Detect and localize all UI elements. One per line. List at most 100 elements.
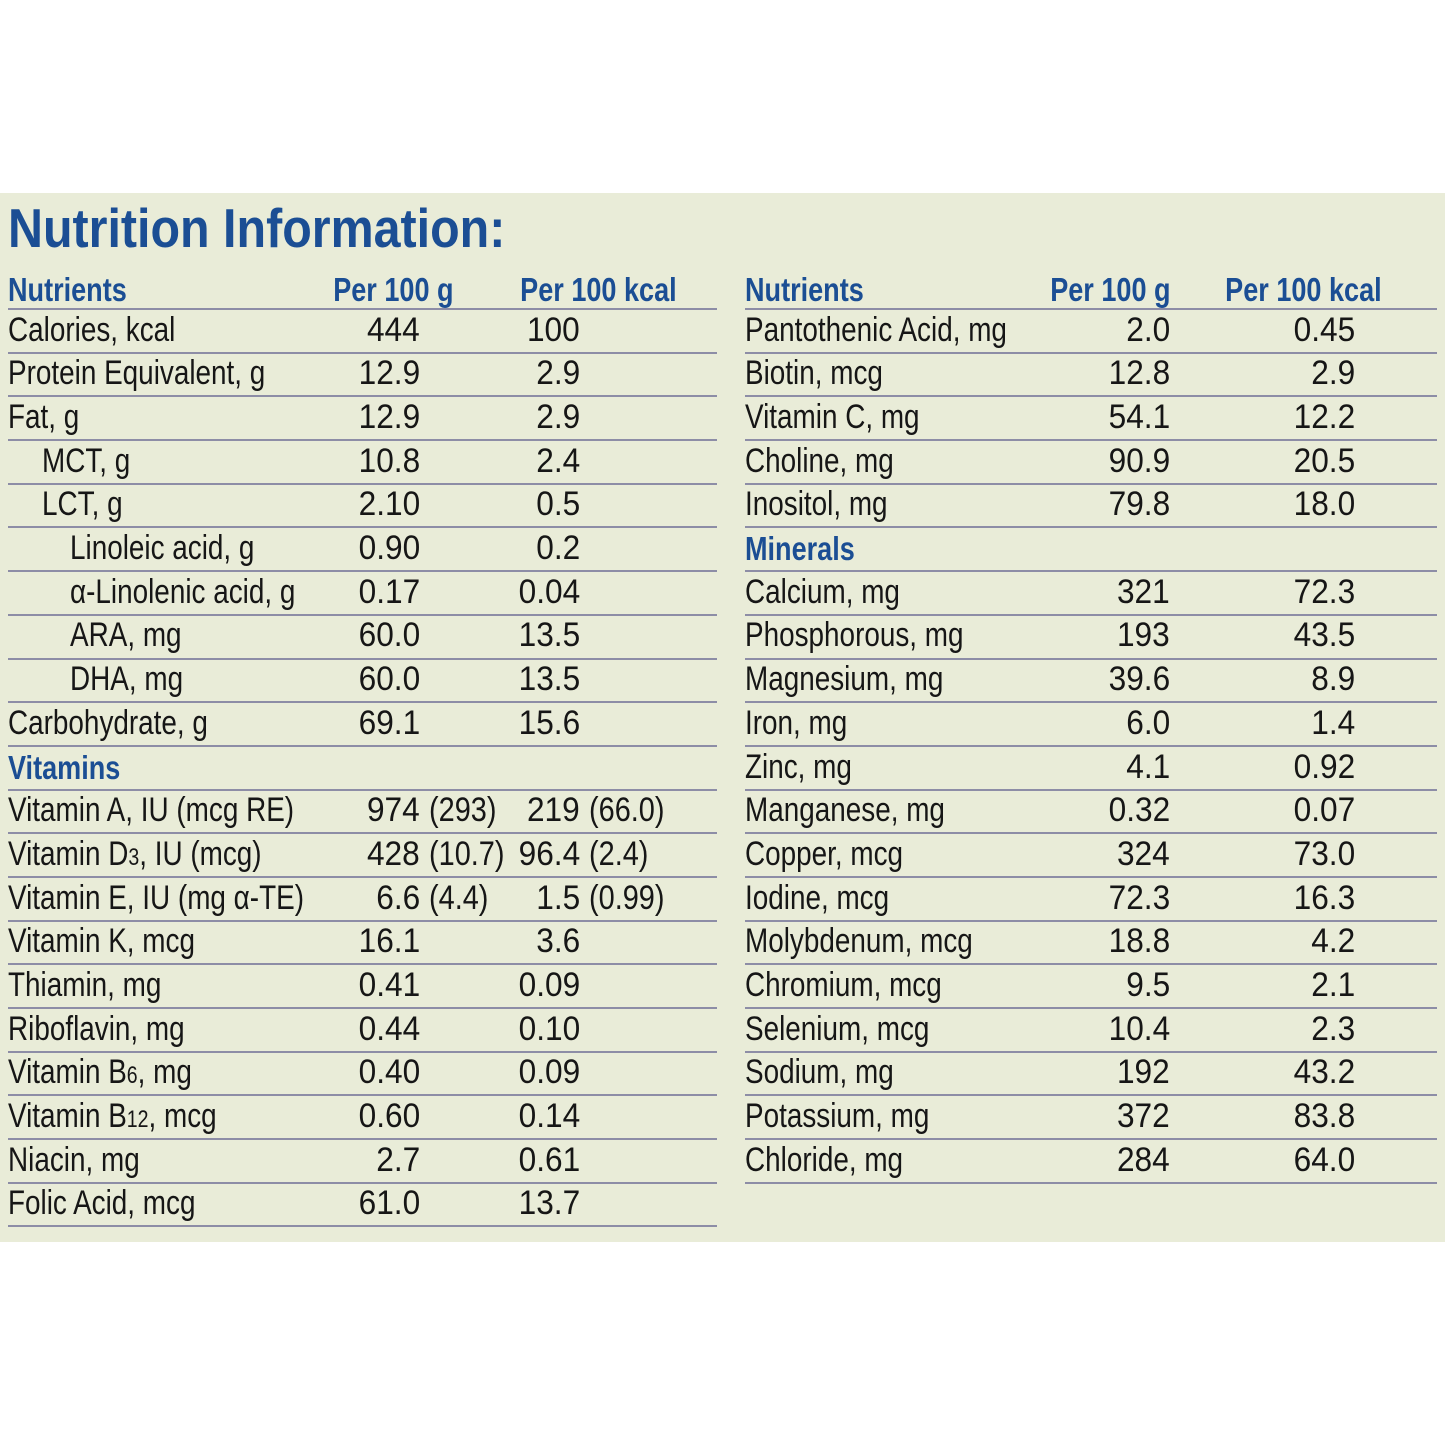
nutrient-name: Vitamin B12, mcg [8,1097,217,1136]
table-row: Copper, mcg 324 73.0 [745,834,1437,878]
per-100kcal-value: 13.5 [518,660,580,699]
table-rows-right: Pantothenic Acid, mg 2.0 0.45 Biotin, mcg 12… [745,310,1437,1184]
table-row: LCT, g 2.10 0.5 [8,485,717,529]
nutrient-name: Selenium, mcg [745,1009,930,1048]
per-100kcal-paren: (0.99) [589,878,665,917]
per-100g-value: 12.9 [358,354,420,393]
table-rows-left: Calories, kcal 444 100 Protein Equivalent, … [8,310,717,1228]
table-row: DHA, mg 60.0 13.5 [8,660,717,704]
per-100g-value: 6.0 [1126,703,1170,742]
table-row: Calories, kcal 444 100 [8,310,717,354]
per-100kcal-value: 2.9 [536,354,580,393]
table-row: Carbohydrate, g 69.1 15.6 [8,703,717,747]
per-100kcal-value: 13.5 [518,616,580,655]
per-100g-value: 193 [1117,616,1170,655]
table-row: Calcium, mg 321 72.3 [745,572,1437,616]
per-100kcal-value: 96.4 [518,834,580,873]
per-100kcal-value: 83.8 [1293,1097,1355,1136]
per-100g-value: 372 [1117,1097,1170,1136]
table-row: Vitamin B6, mg 0.40 0.09 [8,1053,717,1097]
nutrient-name: Chromium, mcg [745,965,942,1004]
nutrient-name: LCT, g [42,485,123,524]
per-100g-value: 60.0 [358,660,420,699]
per-100kcal-value: 0.2 [536,529,580,568]
nutrient-name: α-Linolenic acid, g [70,572,296,611]
nutrient-name: Iron, mg [745,703,848,742]
section-header-row: Minerals [745,528,1437,573]
column-header-per-100kcal: Per 100 kcal [1225,271,1382,308]
per-100kcal-value: 100 [527,310,580,349]
column-header-nutrients: Nutrients [8,271,127,308]
table-row: Protein Equivalent, g 12.9 2.9 [8,354,717,398]
per-100kcal-value: 2.4 [536,441,580,480]
per-100kcal-value: 0.61 [518,1140,580,1179]
nutrition-panel: Nutrition Information: Nutrients Per 100… [0,193,1445,1242]
table-row: Phosphorous, mg 193 43.5 [745,616,1437,660]
per-100g-value: 0.90 [358,529,420,568]
nutrient-name: Vitamin K, mcg [8,922,195,961]
nutrient-name: Niacin, mg [8,1140,140,1179]
table-header-row: Nutrients Per 100 g Per 100 kcal [745,270,1437,310]
per-100kcal-value: 2.3 [1311,1009,1355,1048]
table-row: Potassium, mg 372 83.8 [745,1096,1437,1141]
nutrient-name: Protein Equivalent, g [8,354,266,393]
per-100kcal-value: 0.04 [518,572,580,611]
per-100g-value: 0.44 [358,1009,420,1048]
per-100kcal-value: 64.0 [1293,1140,1355,1179]
table-row: Vitamin B12, mcg 0.60 0.14 [8,1096,717,1141]
nutrient-name: Vitamin B6, mg [8,1053,192,1092]
nutrient-name: Riboflavin, mg [8,1009,185,1048]
table-row: Iron, mg 6.0 1.4 [745,703,1437,747]
table-row: Pantothenic Acid, mg 2.0 0.45 [745,310,1437,354]
nutrient-name: Copper, mcg [745,834,904,873]
per-100kcal-value: 219 [527,791,580,830]
per-100kcal-value: 2.9 [1311,354,1355,393]
table-row: Inositol, mg 79.8 18.0 [745,485,1437,529]
per-100g-value: 444 [367,310,420,349]
nutrient-name: Thiamin, mg [8,965,162,1004]
table-row: Riboflavin, mg 0.44 0.10 [8,1009,717,1053]
per-100g-value: 0.60 [358,1097,420,1136]
per-100g-value: 321 [1117,572,1170,611]
per-100g-value: 0.32 [1108,791,1170,830]
table-row: Vitamin C, mg 54.1 12.2 [745,397,1437,442]
per-100g-value: 2.0 [1126,310,1170,349]
per-100kcal-value: 16.3 [1293,878,1355,917]
per-100kcal-value: 73.0 [1293,834,1355,873]
column-header-per-100kcal: Per 100 kcal [520,271,677,308]
table-row: Vitamin E, IU (mg α-TE) 6.6 (4.4) 1.5 (0.99) [8,878,717,922]
nutrient-name: Manganese, mg [745,791,945,830]
per-100kcal-value: 18.0 [1293,485,1355,524]
per-100g-value: 72.3 [1108,878,1170,917]
per-100g-value: 428 [367,834,420,873]
per-100g-value: 0.41 [358,965,420,1004]
table-row: Folic Acid, mcg 61.0 13.7 [8,1184,717,1228]
per-100kcal-value: 13.7 [518,1184,580,1223]
per-100g-value: 10.8 [358,441,420,480]
column-header-per-100g: Per 100 g [1049,271,1171,308]
nutrition-table-left: Nutrients Per 100 g Per 100 kcal Calorie… [8,270,717,1228]
table-row: Iodine, mcg 72.3 16.3 [745,878,1437,922]
per-100g-value: 18.8 [1108,922,1170,961]
subscript: 3 [128,843,140,871]
table-row: Chloride, mg 284 64.0 [745,1140,1437,1184]
nutrient-name: Phosphorous, mg [745,616,964,655]
table-row: Vitamin D3, IU (mcg) 428 (10.7) 96.4 (2.4) [8,834,717,878]
table-row: Chromium, mcg 9.5 2.1 [745,965,1437,1009]
nutrient-name: Folic Acid, mcg [8,1184,196,1223]
per-100kcal-value: 0.5 [536,485,580,524]
per-100g-value: 974 [367,791,420,830]
table-row: Vitamin K, mcg 16.1 3.6 [8,922,717,966]
nutrient-name: Chloride, mg [745,1140,904,1179]
per-100g-value: 60.0 [358,616,420,655]
table-row: Thiamin, mg 0.41 0.09 [8,965,717,1009]
table-row: Zinc, mg 4.1 0.92 [745,747,1437,791]
table-row: MCT, g 10.8 2.4 [8,441,717,485]
per-100g-value: 2.10 [358,485,420,524]
per-100kcal-value: 0.09 [518,965,580,1004]
nutrient-name: Calories, kcal [8,310,176,349]
nutrient-name: Magnesium, mg [745,660,944,699]
per-100kcal-value: 0.09 [518,1053,580,1092]
per-100kcal-value: 1.4 [1311,703,1355,742]
per-100g-value: 2.7 [376,1140,420,1179]
